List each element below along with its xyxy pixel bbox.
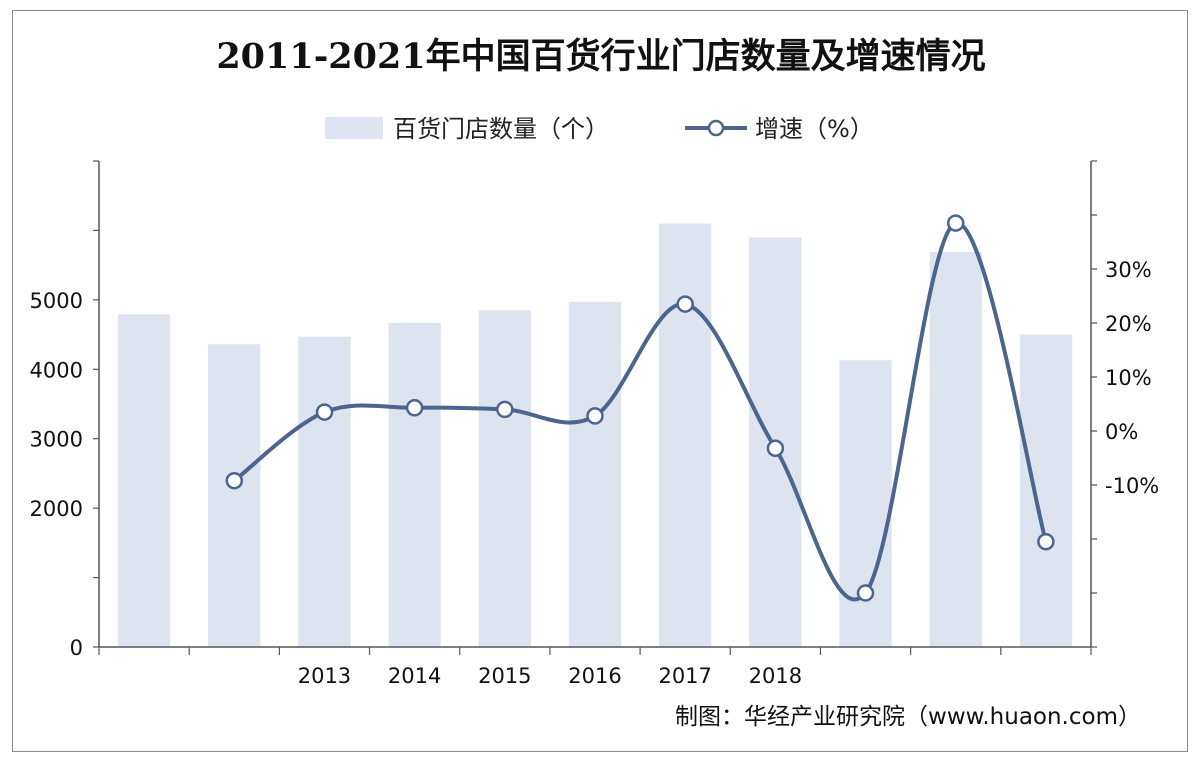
y-left-tick-label-2000: 2000 (30, 497, 83, 521)
line-series (225, 214, 1055, 602)
bar-2012 (208, 344, 261, 647)
x-tick-label-2016: 2016 (568, 664, 621, 688)
legend-line-marker (707, 119, 725, 137)
bar-series (117, 223, 1073, 647)
chart-title: 2011-2021年中国百货行业门店数量及增速情况 (216, 36, 985, 77)
bar-2011 (117, 314, 171, 647)
y-right-tick-label--10: -10% (1105, 474, 1159, 498)
growth-point-2013 (315, 403, 334, 421)
growth-line (233, 221, 1048, 602)
source-note: 制图：华经产业研究院（www.huaon.com） (675, 704, 1141, 730)
legend-bar-swatch (325, 117, 383, 139)
bar-2014 (388, 322, 441, 647)
bar-2021 (1019, 334, 1073, 647)
legend-line-label: 增速（%） (755, 115, 874, 143)
y-right-tick-label-0: 0% (1105, 420, 1138, 444)
growth-point-2017 (676, 295, 694, 313)
chart-legend: 百货门店数量（个） 增速（%） (325, 115, 874, 143)
chart-canvas: 2011-2021年中国百货行业门店数量及增速情况 百货门店数量（个） 增速（%… (30, 36, 1160, 730)
y-right-tick-label-10: 10% (1105, 366, 1152, 390)
growth-point-2016 (586, 407, 604, 425)
x-tick-label-2017: 2017 (658, 664, 711, 688)
chart-frame: 2011-2021年中国百货行业门店数量及增速情况 百货门店数量（个） 增速（%… (12, 10, 1188, 752)
x-tick-label-2014: 2014 (388, 664, 441, 688)
x-tick-label-2018: 2018 (749, 664, 802, 688)
y-right-tick-label-30: 30% (1105, 258, 1152, 282)
growth-point-2012 (225, 471, 244, 490)
growth-point-2019 (856, 584, 875, 602)
bar-2016 (568, 301, 622, 647)
growth-point-2015 (496, 400, 514, 419)
bar-2015 (478, 310, 531, 647)
growth-point-2020 (946, 214, 965, 232)
bar-2020 (929, 252, 982, 647)
tick-labels: 0 2000 3000 4000 5000 -10% 0% 10% 20% 30% 2013 2014… (30, 258, 1160, 688)
y-left-tick-label-3000: 3000 (30, 428, 83, 452)
bar-2019 (839, 360, 892, 647)
growth-point-2018 (766, 439, 785, 458)
y-left-tick-label-5000: 5000 (30, 289, 83, 313)
legend-bar-label: 百货门店数量（个） (393, 115, 609, 143)
y-left-tick-label-4000: 4000 (30, 358, 83, 382)
bar-2013 (298, 336, 351, 647)
growth-point-2021 (1037, 532, 1055, 551)
y-right-tick-label-20: 20% (1105, 312, 1152, 336)
growth-point-2014 (405, 399, 424, 417)
x-tick-label-2013: 2013 (298, 664, 351, 688)
chart-axes (93, 160, 1097, 655)
y-left-tick-label-0: 0 (70, 636, 83, 660)
x-tick-label-2015: 2015 (478, 664, 531, 688)
bar-2017 (659, 223, 712, 647)
